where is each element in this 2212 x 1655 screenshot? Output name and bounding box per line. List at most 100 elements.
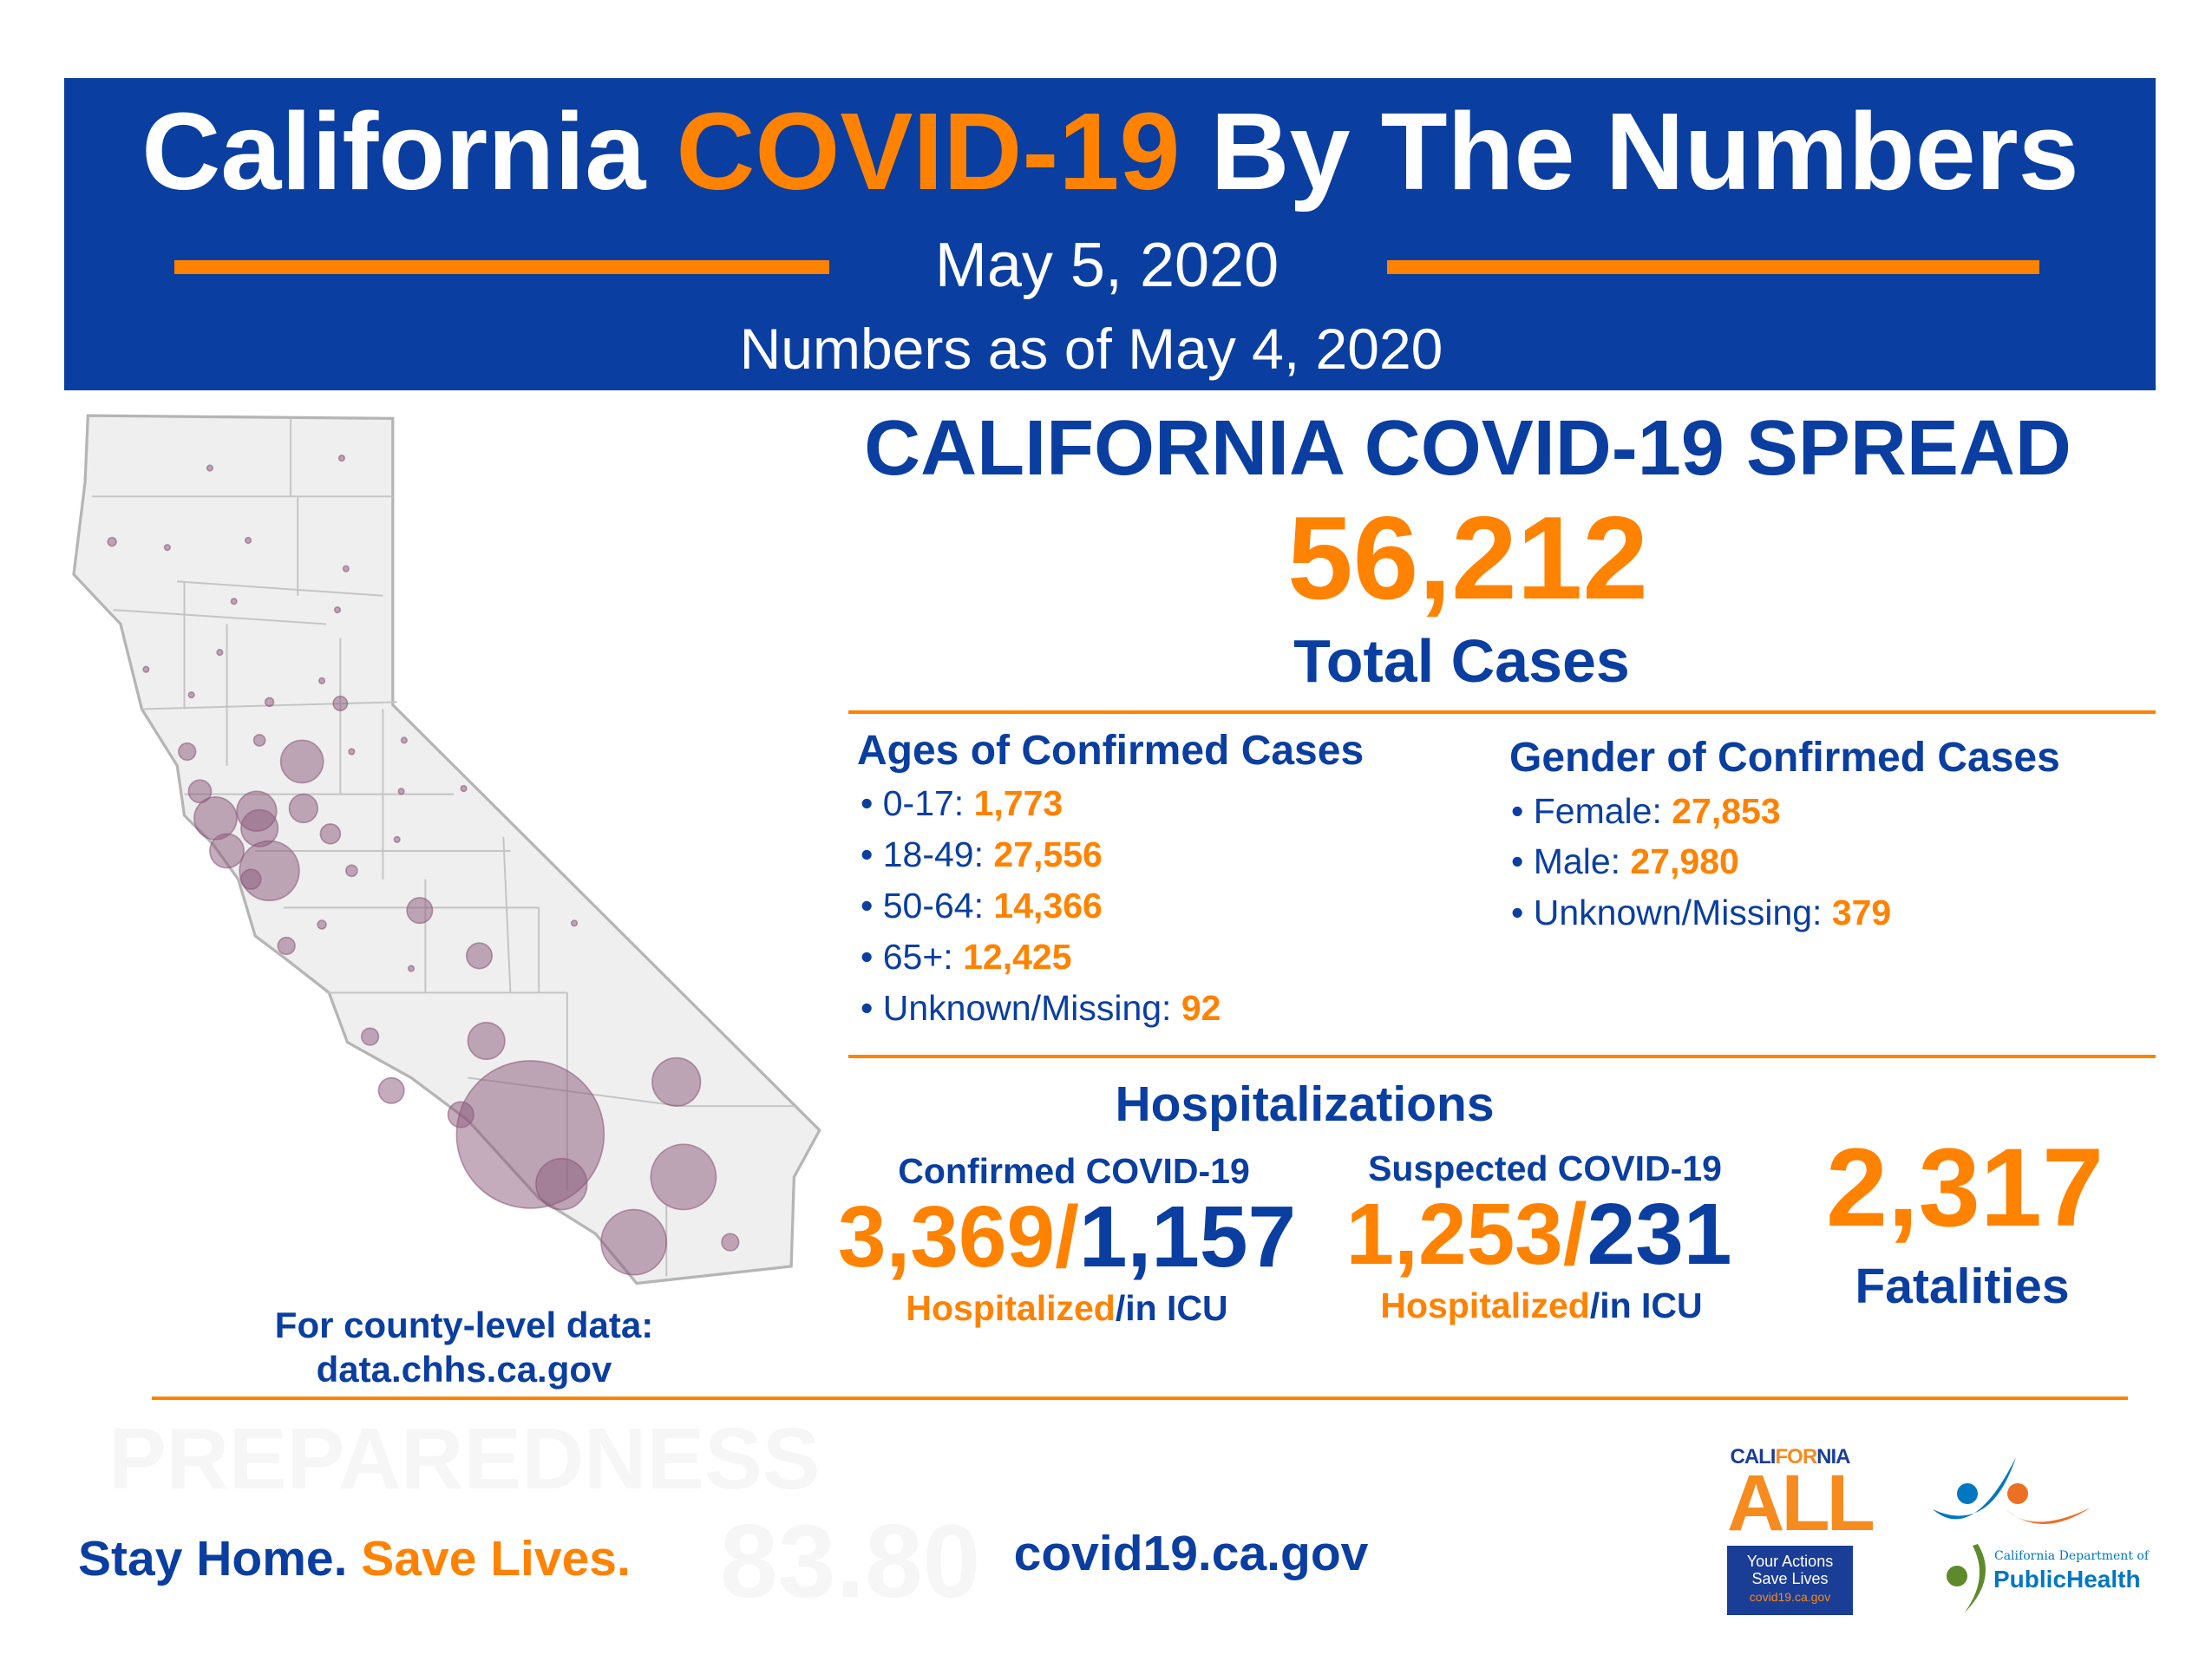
case-bubble — [317, 919, 327, 930]
case-bubble — [107, 536, 117, 547]
case-bubble — [377, 1076, 405, 1104]
item-label: Unknown/Missing: — [1533, 893, 1832, 932]
item-value: 1,773 — [973, 783, 1063, 823]
confirmed-hospitalized: 3,369/ — [837, 1188, 1079, 1285]
case-bubble — [163, 544, 171, 552]
case-bubble — [317, 677, 326, 684]
total-cases: 56,212 — [1287, 492, 1648, 624]
confirmed-label: Confirmed COVID-19 — [898, 1151, 1250, 1191]
suspected-numbers: 1,253/231 — [1346, 1187, 1732, 1281]
item-label: 18-49: — [882, 834, 994, 874]
case-bubble — [400, 736, 408, 744]
hospitalizations-heading: Hospitalizations — [1115, 1076, 1495, 1132]
item-label: 50-64: — [882, 886, 994, 926]
list-item: • Female: 27,853 — [1511, 791, 1781, 831]
website-link[interactable]: covid19.ca.gov — [1013, 1526, 1369, 1581]
county-data-link[interactable]: data.chhs.ca.gov — [316, 1349, 612, 1390]
case-bubble — [252, 734, 266, 747]
watermark: 83.80 — [720, 1503, 981, 1619]
case-bubble — [337, 455, 346, 462]
item-label: Unknown/Missing: — [882, 988, 1181, 1028]
header-banner — [64, 78, 2156, 390]
case-bubble — [348, 748, 356, 756]
svg-text:California Department of: California Department of — [1994, 1549, 2150, 1563]
list-item: • Unknown/Missing: 92 — [861, 988, 1221, 1028]
item-label: Male: — [1533, 841, 1631, 881]
list-item: • 65+: 12,425 — [861, 937, 1072, 977]
item-value: 14,366 — [993, 886, 1103, 926]
gender-heading: Gender of Confirmed Cases — [1509, 735, 2060, 781]
case-bubble — [721, 1233, 740, 1252]
item-label: 65+: — [882, 937, 964, 977]
case-bubble — [600, 1208, 668, 1276]
sublabel-icu: /in ICU — [1589, 1285, 1703, 1325]
case-bubble — [333, 606, 342, 614]
suspected-label: Suspected COVID-19 — [1368, 1148, 1722, 1188]
title-part: California — [141, 90, 677, 213]
case-bubble — [570, 919, 579, 927]
list-item: • 0-17: 1,773 — [861, 783, 1063, 823]
sublabel-hospitalized: Hospitalized — [1380, 1285, 1590, 1325]
case-bubble — [244, 536, 252, 545]
california-all-logo: CALIFORNIA ALL Your Actions Save Lives cov… — [1727, 1445, 1875, 1622]
divider — [848, 710, 2156, 714]
case-bubble — [206, 464, 214, 472]
case-bubble — [651, 1056, 702, 1108]
suspected-hospitalized: 1,253/ — [1345, 1186, 1587, 1283]
case-bubbles — [107, 455, 740, 1276]
page-title: California COVID-19 By The Numbers — [141, 91, 2079, 213]
case-bubble — [397, 788, 405, 795]
title-highlight: COVID-19 — [676, 90, 1181, 213]
watermark: PREPAREDNESS — [108, 1410, 821, 1508]
report-date: May 5, 2020 — [934, 231, 1279, 300]
divider — [152, 1397, 2128, 1400]
case-bubble — [216, 649, 224, 657]
confirmed-icu: 1,157 — [1078, 1188, 1297, 1285]
state-outline — [72, 414, 821, 1285]
fatalities-label: Fatalities — [1855, 1259, 2070, 1314]
item-value: 12,425 — [963, 937, 1072, 977]
case-bubble — [406, 897, 434, 925]
case-bubble — [187, 691, 195, 699]
item-value: 92 — [1181, 988, 1221, 1028]
list-item: • Male: 27,980 — [1511, 841, 1739, 881]
case-bubble — [332, 695, 349, 711]
case-bubble — [319, 823, 342, 845]
case-bubble — [193, 796, 238, 841]
case-bubble — [345, 864, 358, 878]
case-bubble — [460, 784, 468, 793]
case-bubble — [467, 1021, 506, 1061]
item-value: 379 — [1831, 893, 1892, 932]
as-of-date: Numbers as of May 4, 2020 — [739, 317, 1443, 381]
sublabel-hospitalized: Hospitalized — [906, 1288, 1116, 1328]
list-item: • Unknown/Missing: 379 — [1511, 893, 1892, 932]
divider — [174, 260, 829, 274]
case-bubble — [650, 1143, 717, 1211]
case-bubble — [407, 965, 416, 972]
map-caption: For county-level data: — [274, 1305, 654, 1345]
divider — [1387, 260, 2039, 274]
case-bubble — [447, 1101, 474, 1128]
spread-heading: CALIFORNIA COVID-19 SPREAD — [864, 405, 2071, 492]
slogan: Stay Home. Save Lives. — [78, 1530, 631, 1587]
slogan-part: Stay Home. — [78, 1531, 362, 1586]
cdph-logo: California Department of PublicHealth — [1933, 1457, 2150, 1613]
case-bubble — [535, 1157, 588, 1211]
item-value: 27,980 — [1630, 841, 1739, 881]
list-item: • 50-64: 14,366 — [861, 886, 1103, 926]
ages-heading: Ages of Confirmed Cases — [857, 728, 1365, 774]
case-bubble — [465, 942, 494, 970]
item-value: 27,853 — [1672, 791, 1781, 831]
case-bubble — [277, 936, 296, 956]
item-label: Female: — [1533, 791, 1672, 831]
total-cases-label: Total Cases — [1293, 627, 1630, 695]
case-bubble — [288, 793, 318, 824]
case-bubble — [209, 833, 245, 869]
divider — [848, 1055, 2156, 1058]
case-bubble — [393, 835, 401, 843]
item-label: 0-17: — [882, 783, 974, 823]
sublabel-icu: /in ICU — [1115, 1288, 1228, 1328]
case-bubble — [361, 1027, 380, 1046]
case-bubble — [240, 868, 262, 890]
